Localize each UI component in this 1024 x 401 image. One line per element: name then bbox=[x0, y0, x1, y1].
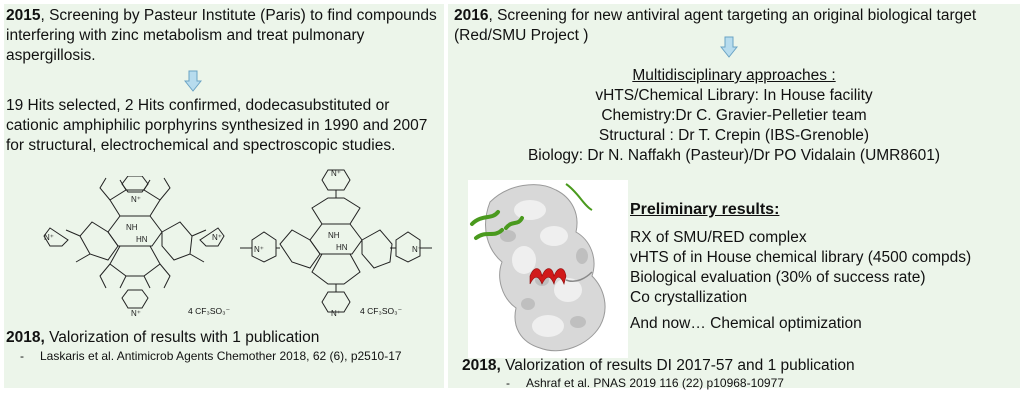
screening-2016-text: , Screening for new antiviral agent targ… bbox=[454, 7, 977, 44]
approach-line: Structural : Dr T. Crepin (IBS-Grenoble) bbox=[598, 127, 870, 144]
approach-line: vHTS/Chemical Library: In House facility bbox=[595, 87, 873, 104]
svg-text:N⁺: N⁺ bbox=[131, 309, 141, 316]
screening-2016-paragraph: 2016, Screening for new antiviral agent … bbox=[454, 6, 1014, 46]
val-left-year: 2018, bbox=[6, 329, 45, 346]
svg-text:HN: HN bbox=[336, 243, 348, 252]
screening-2015-paragraph: 2015, Screening by Pasteur Institute (Pa… bbox=[6, 6, 438, 66]
preliminary-item: RX of SMU/RED complex bbox=[630, 229, 807, 246]
svg-text:N⁺: N⁺ bbox=[44, 233, 54, 242]
screening-2015-text: , Screening by Pasteur Institute (Paris)… bbox=[6, 7, 437, 64]
svg-text:N⁺: N⁺ bbox=[412, 245, 422, 254]
approaches-block: Multidisciplinary approaches : vHTS/Chem… bbox=[448, 66, 1020, 166]
preliminary-results-block: Preliminary results: RX of SMU/RED compl… bbox=[630, 200, 1020, 334]
down-arrow-icon bbox=[720, 36, 738, 58]
val-left-text: Valorization of results with 1 publicati… bbox=[44, 329, 320, 346]
protein-structure-image bbox=[468, 180, 628, 358]
val-right-year: 2018, bbox=[462, 357, 501, 374]
preliminary-item: Biological evaluation (30% of success ra… bbox=[630, 269, 926, 286]
year-2015: 2015 bbox=[6, 7, 41, 24]
preliminary-now: And now… Chemical optimization bbox=[630, 315, 862, 332]
svg-text:HN: HN bbox=[136, 235, 148, 244]
preliminary-title: Preliminary results: bbox=[630, 201, 780, 218]
counterion-label-1: 4 CF₃SO₃⁻ bbox=[188, 306, 231, 316]
approach-line: Biology: Dr N. Naffakh (Pasteur)/Dr PO V… bbox=[527, 147, 941, 164]
valorization-2018-left: 2018, Valorization of results with 1 pub… bbox=[6, 328, 438, 364]
counterion-label-2: 4 CF₃SO₃⁻ bbox=[360, 306, 403, 316]
val-right-text: Valorization of results DI 2017-57 and 1… bbox=[500, 357, 855, 374]
down-arrow-icon bbox=[184, 70, 202, 92]
preliminary-item: vHTS of in House chemical library (4500 … bbox=[630, 249, 972, 266]
svg-text:NH: NH bbox=[328, 231, 340, 240]
cationic-porphyrin-structure: NH HN N⁺ N⁺ N⁺ N⁺ bbox=[240, 169, 432, 318]
svg-text:N⁺: N⁺ bbox=[212, 233, 222, 242]
reference-item: - Laskaris et al. Antimicrob Agents Chem… bbox=[20, 349, 402, 363]
dodecasubstituted-porphyrin-structure: NH HN N⁺ N⁺ N⁺ N⁺ bbox=[43, 176, 225, 316]
left-panel bbox=[4, 4, 444, 388]
year-2016: 2016 bbox=[454, 7, 489, 24]
svg-text:NH: NH bbox=[126, 223, 138, 232]
svg-text:N⁺: N⁺ bbox=[331, 309, 341, 318]
preliminary-item: Co crystallization bbox=[630, 289, 748, 306]
approaches-title: Multidisciplinary approaches : bbox=[632, 67, 836, 84]
approach-line: Chemistry:Dr C. Gravier-Pelletier team bbox=[601, 107, 867, 124]
svg-text:N⁺: N⁺ bbox=[131, 195, 141, 204]
svg-text:N⁺: N⁺ bbox=[254, 245, 264, 254]
valorization-2018-right: 2018, Valorization of results DI 2017-57… bbox=[462, 356, 1018, 391]
hits-paragraph: 19 Hits selected, 2 Hits confirmed, dode… bbox=[6, 97, 428, 154]
reference-item: - Ashraf et al. PNAS 2019 116 (22) p1096… bbox=[506, 376, 784, 390]
svg-text:N⁺: N⁺ bbox=[331, 169, 341, 178]
reference-laskaris: Laskaris et al. Antimicrob Agents Chemot… bbox=[40, 349, 402, 363]
reference-ashraf: Ashraf et al. PNAS 2019 116 (22) p10968-… bbox=[526, 376, 784, 390]
